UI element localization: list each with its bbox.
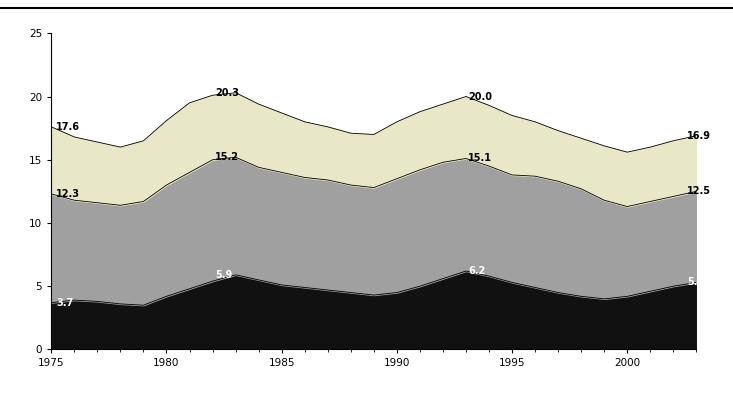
Text: 16.9: 16.9 bbox=[687, 131, 711, 141]
Text: 17.6: 17.6 bbox=[56, 122, 80, 132]
Text: 6.2: 6.2 bbox=[468, 266, 485, 276]
Text: 5.3: 5.3 bbox=[687, 277, 704, 287]
Text: 20.0: 20.0 bbox=[468, 92, 493, 102]
Text: 5.9: 5.9 bbox=[215, 270, 232, 280]
Text: 15.2: 15.2 bbox=[215, 152, 239, 162]
Text: 15.1: 15.1 bbox=[468, 154, 493, 163]
Text: 20.3: 20.3 bbox=[215, 88, 239, 98]
Text: 12.3: 12.3 bbox=[56, 189, 80, 199]
Text: 12.5: 12.5 bbox=[687, 186, 711, 196]
Text: 3.7: 3.7 bbox=[56, 298, 73, 308]
